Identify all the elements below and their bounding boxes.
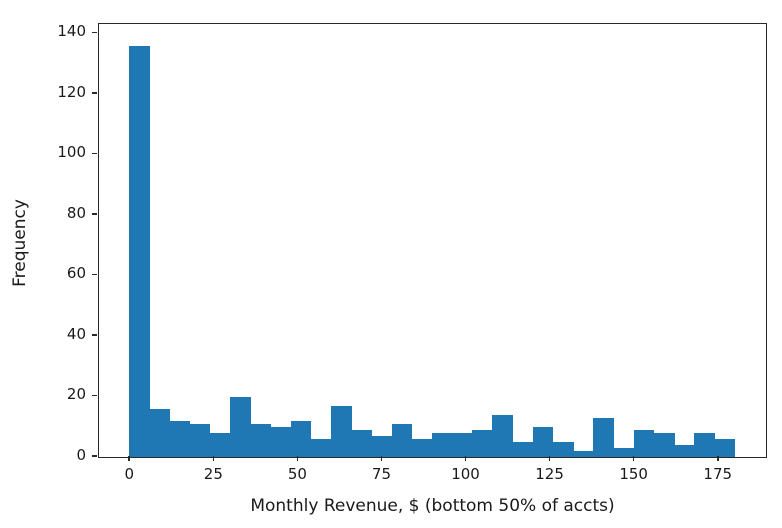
y-tick-label: 40: [66, 324, 86, 343]
y-tick-mark: [92, 152, 98, 155]
x-tick-mark: [128, 455, 131, 461]
x-tick-mark: [380, 455, 383, 461]
x-tick-label: 125: [535, 464, 564, 483]
histogram-bar: [149, 408, 171, 457]
plot-area: 0 25 50 75 100 125 150 175 0 20 40 60 80 100 120 140: [57, 22, 767, 483]
x-tick-label: 0: [124, 464, 135, 483]
x-tick-label: 25: [203, 464, 223, 483]
histogram-bar: [552, 441, 574, 457]
histogram-bar: [209, 432, 231, 457]
y-tick-mark: [92, 31, 98, 34]
histogram-bar: [331, 405, 352, 457]
histogram-bar: [431, 432, 453, 457]
y-tick-mark: [92, 273, 98, 276]
x-tick-label: 75: [371, 464, 391, 483]
histogram-bar: [633, 429, 655, 457]
histogram-bar: [512, 441, 534, 457]
y-tick-mark: [92, 394, 98, 397]
histogram-bar: [452, 432, 473, 457]
histogram-bar: [290, 420, 312, 457]
y-tick-mark: [92, 334, 98, 336]
y-tick-label: 100: [57, 143, 86, 162]
histogram-bar: [593, 417, 614, 457]
y-axis-label: Frequency: [10, 199, 30, 287]
histogram-bar: [532, 426, 554, 457]
y-tick-label: 20: [66, 385, 86, 404]
histogram-bar: [714, 438, 736, 457]
y-tick-label: 60: [66, 264, 86, 283]
x-tick-mark: [548, 455, 551, 461]
y-tick-mark: [92, 213, 98, 215]
x-tick-mark: [716, 455, 719, 461]
histogram-bar: [674, 444, 695, 457]
histogram-bar: [492, 414, 514, 457]
histogram-bar: [189, 423, 211, 457]
histogram-bar: [653, 432, 675, 457]
y-tick-label: 120: [57, 82, 86, 101]
x-tick-label: 175: [703, 464, 733, 483]
histogram-bar: [391, 423, 413, 457]
x-axis-label: Monthly Revenue, $ (bottom 50% of accts): [250, 496, 615, 516]
histogram-bar: [613, 447, 635, 457]
histogram-bar: [310, 438, 332, 457]
x-tick-mark: [296, 455, 299, 461]
histogram-bar: [472, 429, 493, 457]
x-tick-mark: [212, 455, 215, 461]
x-tick-label: 150: [619, 464, 648, 483]
histogram-bar: [250, 423, 271, 457]
x-tick-mark: [464, 455, 467, 461]
x-tick-mark: [632, 455, 635, 461]
histogram-bar: [411, 438, 433, 457]
y-tick-mark: [92, 92, 98, 94]
histogram-bar: [169, 420, 191, 457]
histogram-bar: [351, 429, 372, 457]
x-tick-label: 50: [287, 464, 307, 483]
histogram-bar: [230, 396, 251, 457]
y-tick-label: 0: [76, 445, 86, 464]
histogram-bar: [694, 432, 715, 457]
y-tick-label: 140: [57, 22, 86, 41]
histogram-bar: [270, 426, 292, 457]
histogram-bar: [371, 435, 393, 457]
histogram-bar: [573, 450, 594, 457]
y-tick-label: 80: [66, 203, 86, 222]
histogram-bar: [129, 45, 150, 457]
y-tick-mark: [92, 455, 98, 457]
x-tick-label: 100: [451, 464, 480, 483]
